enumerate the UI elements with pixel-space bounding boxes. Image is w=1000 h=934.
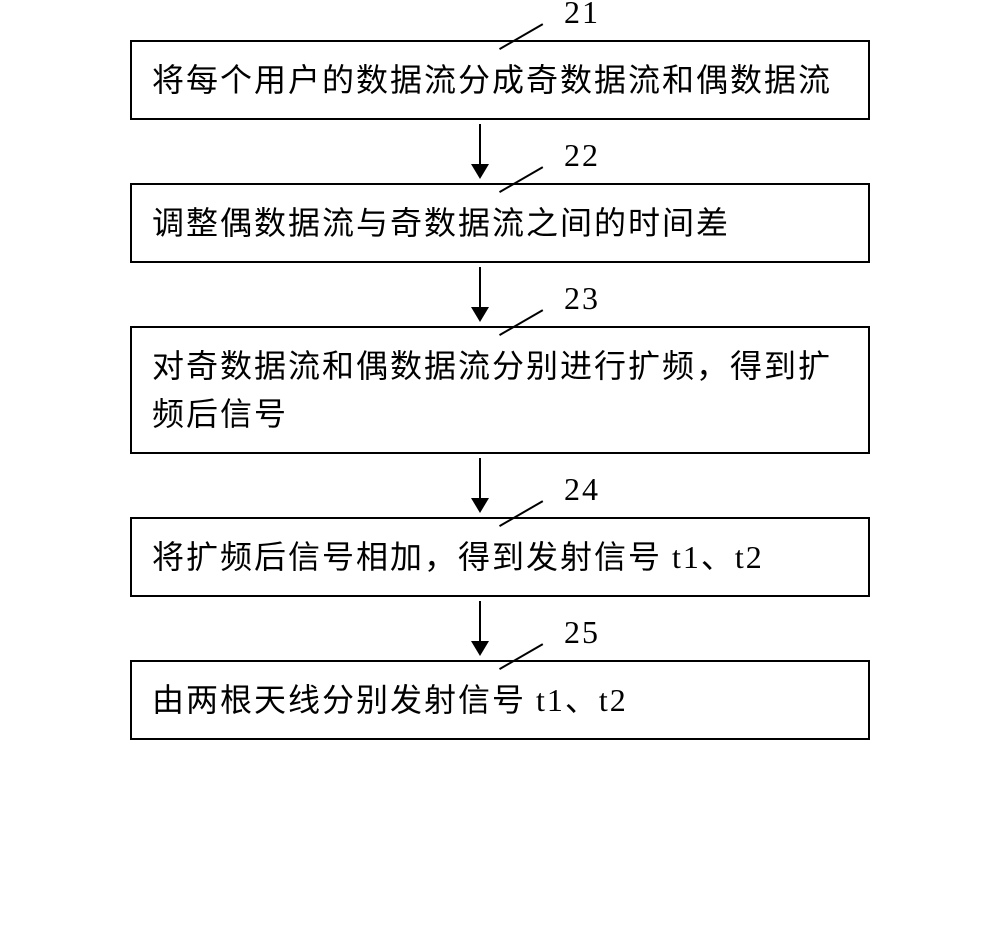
node-label-2: 22	[564, 131, 600, 179]
flowchart-node-4: 24 将扩频后信号相加，得到发射信号 t1、t2	[130, 517, 870, 597]
node-text-3: 对奇数据流和偶数据流分别进行扩频，得到扩频后信号	[152, 348, 832, 432]
node-label-group-5: 25	[500, 626, 600, 674]
node-text-5: 由两根天线分别发射信号 t1、t2	[152, 682, 628, 718]
node-label-group-4: 24	[500, 483, 600, 531]
node-text-4: 将扩频后信号相加，得到发射信号 t1、t2	[152, 539, 764, 575]
arrow-3	[470, 458, 490, 513]
node-label-group-2: 22	[500, 149, 600, 197]
flowchart-node-2: 22 调整偶数据流与奇数据流之间的时间差	[130, 183, 870, 263]
node-label-4: 24	[564, 465, 600, 513]
label-leader-line	[499, 166, 543, 193]
flowchart-container: 21 将每个用户的数据流分成奇数据流和偶数据流 22 调整偶数据流与奇数据流之间…	[130, 40, 870, 740]
node-label-group-1: 21	[500, 6, 600, 54]
node-label-3: 23	[564, 274, 600, 322]
node-text-2: 调整偶数据流与奇数据流之间的时间差	[152, 205, 730, 241]
flowchart-node-3: 23 对奇数据流和偶数据流分别进行扩频，得到扩频后信号	[130, 326, 870, 454]
label-leader-line	[499, 309, 543, 336]
label-leader-line	[499, 23, 543, 50]
node-label-group-3: 23	[500, 292, 600, 340]
label-leader-line	[499, 643, 543, 670]
flowchart-node-5: 25 由两根天线分别发射信号 t1、t2	[130, 660, 870, 740]
label-leader-line	[499, 500, 543, 527]
flowchart-node-1: 21 将每个用户的数据流分成奇数据流和偶数据流	[130, 40, 870, 120]
node-text-1: 将每个用户的数据流分成奇数据流和偶数据流	[152, 62, 832, 98]
arrow-4	[470, 601, 490, 656]
node-label-1: 21	[564, 0, 600, 36]
node-label-5: 25	[564, 608, 600, 656]
arrow-1	[470, 124, 490, 179]
arrow-2	[470, 267, 490, 322]
